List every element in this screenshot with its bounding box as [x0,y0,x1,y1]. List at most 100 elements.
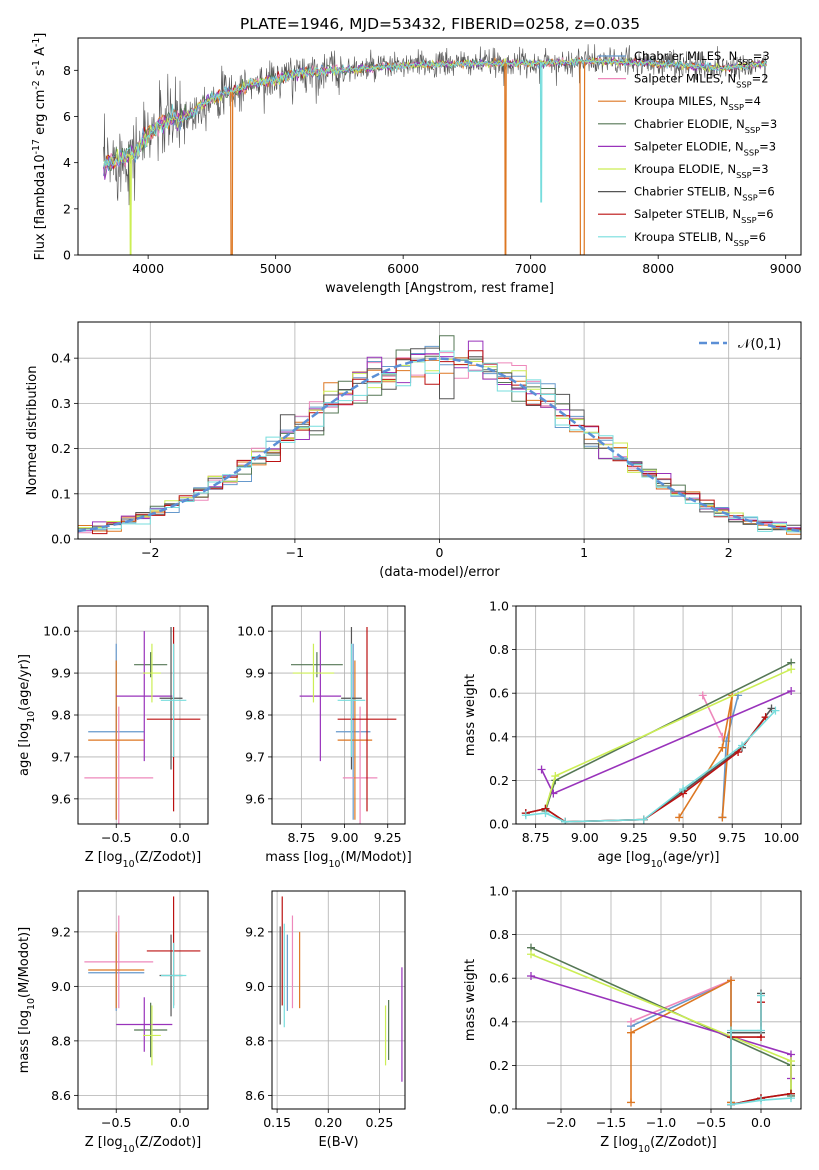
weight-metal-frame [515,890,802,1110]
age-metal-x-tick-label: 0.0 [170,830,190,845]
weight-marker [527,972,535,981]
spectrum-y-tick-label: 0 [63,248,71,263]
weight-marker [734,748,743,757]
weight-metal-y-tick-label: 0.6 [489,971,509,986]
age-mass-y-tick-label: 10.0 [237,624,265,639]
weight-age-y-label: mass weight [463,674,478,756]
legend-label: Chabrier MILES, NSSP=3 [634,49,770,67]
age-mass-y-tick-label: 9.9 [245,666,265,681]
legend-label: Chabrier STELIB, NSSP=6 [634,185,775,203]
residuals-x-tick-label: −1 [286,545,304,560]
spectrum-dropout [129,155,132,255]
spectrum-x-tick-label: 8000 [642,261,674,276]
weight-age-panel: 8.75 9.00 9.25 9.50 9.75 10.00 0.0 0.2 0.4 0.6 0.8… [463,599,802,870]
weight-marker [521,811,530,820]
age-mass-x-tick-label: 9.25 [374,830,402,845]
residuals-y-tick-label: 0.4 [51,351,71,366]
mass-metal-y-tick-label: 8.6 [51,1088,71,1103]
mass-metal-y-label: mass [log10(M/Modot)] [17,927,37,1073]
spectrum-y-tick-label: 8 [63,63,71,78]
residuals-y-label: Normed distribution [25,366,40,496]
age-metal-panel: −0.5 0.0 9.6 9.7 9.8 9.9 10.0 Z [log10(Z/Zodot)… [17,605,209,870]
histogram-chabrier-elodie [78,335,801,531]
weight-age-x-tick-label: 9.75 [718,830,746,845]
spectrum-dropout [579,61,586,255]
weight-marker [787,665,796,674]
mass-ebv-x-label: E(B-V) [318,1135,358,1150]
age-mass-panel: 8.75 9.00 9.25 9.6 9.7 9.8 9.9 10.0 mass [log10(… [237,605,412,870]
weight-metal-x-tick-label: −0.5 [696,1115,726,1130]
weight-marker [675,813,684,822]
spectrum-line-kroupa-stelib [103,57,767,167]
age-metal-plot-area [84,626,201,824]
mass-ebv-panel: 0.15 0.20 0.25 8.6 8.8 9.0 9.2 E(B-V) [245,890,406,1150]
mass-ebv-y-tick-label: 9.0 [245,979,265,994]
weight-metal-x-tick-label: −2.0 [546,1115,576,1130]
weight-age-x-tick-label: 10.00 [763,830,799,845]
weight-metal-panel: −2.0 −1.5 −1.0 −0.5 0.0 0.0 0.2 0.4 0.6 0.8 1.0 Z [… [463,884,802,1155]
mass-ebv-x-tick-label: 0.25 [366,1115,394,1130]
age-mass-plot-area [291,626,397,824]
residuals-frame [77,321,802,540]
spectrum-x-tick-label: 4000 [132,261,164,276]
weight-line-salpeter-miles [630,979,732,1023]
weight-marker [718,743,727,752]
mass-ebv-grid [272,891,405,1109]
age-metal-y-tick-label: 9.9 [51,666,71,681]
mass-metal-x-tick-label: 0.0 [170,1115,190,1130]
age-mass-x-tick-label: 8.75 [287,830,315,845]
age-mass-y-tick-label: 9.7 [245,749,265,764]
weight-metal-x-tick-label: −1.0 [646,1115,676,1130]
weight-age-x-tick-label: 8.75 [522,830,550,845]
spectrum-y-tick-label: 2 [63,201,71,216]
spectrum-dropout [539,62,543,203]
residuals-y-tick-label: 0.1 [51,486,71,501]
spectrum-x-tick-label: 7000 [515,261,547,276]
spectrum-dropout [230,92,234,255]
weight-marker [718,813,727,822]
residuals-plot-area [78,335,801,535]
histogram-kroupa-stelib [78,350,801,533]
mass-metal-panel: −0.5 0.0 8.6 8.8 9.0 9.2 Z [log10(Z/Zodot)] mas… [17,890,209,1155]
weight-metal-x-tick-label: 0.0 [751,1115,771,1130]
weight-metal-y-tick-label: 0.8 [489,927,509,942]
gaussian-legend-label: 𝒩(0,1) [738,337,781,352]
residuals-x-tick-label: −2 [141,545,159,560]
weight-marker [771,706,780,715]
legend-label: Kroupa MILES, NSSP=4 [634,94,761,112]
weight-line-salpeter-miles [701,695,724,738]
mass-metal-y-tick-label: 9.2 [51,924,71,939]
weight-age-y-tick-label: 0.6 [489,686,509,701]
legend-label: Salpeter STELIB, NSSP=6 [634,207,774,225]
spectrum-x-label: wavelength [Angstrom, rest frame] [325,281,554,296]
weight-marker [679,785,688,794]
mass-metal-x-tick-label: −0.5 [101,1115,131,1130]
residuals-y-tick-label: 0.0 [51,532,71,547]
weight-marker [787,687,796,696]
age-mass-grid [272,606,405,824]
legend-label: Kroupa STELIB, NSSP=6 [634,230,766,248]
spectrum-y-tick-label: 6 [63,109,71,124]
age-metal-y-tick-label: 9.6 [51,791,71,806]
legend-label: Salpeter ELODIE, NSSP=3 [634,139,776,157]
weight-line-kroupa-stelib [730,995,792,1106]
weight-marker [727,1026,735,1035]
residuals-y-tick-label: 0.3 [51,396,71,411]
mass-metal-y-tick-label: 9.0 [51,979,71,994]
weight-marker [627,1028,635,1037]
weight-metal-y-tick-label: 0.4 [489,1014,509,1029]
age-metal-y-tick-label: 9.7 [51,749,71,764]
residuals-panel: −2 −1 0 1 2 0.0 0.1 0.2 0.3 0.4 (data-model)/error… [25,321,802,580]
weight-marker [561,817,570,824]
weight-marker [537,765,546,774]
weight-metal-y-tick-label: 1.0 [489,884,509,899]
weight-age-frame [515,605,802,825]
weight-age-x-label: age [log10(age/yr)] [597,850,719,870]
legend-label: Chabrier ELODIE, NSSP=3 [634,117,777,135]
weight-metal-y-tick-label: 0.2 [489,1058,509,1073]
age-mass-x-label: mass [log10(M/Modot)] [265,850,411,870]
weight-metal-x-tick-label: −1.5 [596,1115,626,1130]
weight-age-y-tick-label: 0.4 [489,729,509,744]
age-metal-y-tick-label: 9.8 [51,708,71,723]
